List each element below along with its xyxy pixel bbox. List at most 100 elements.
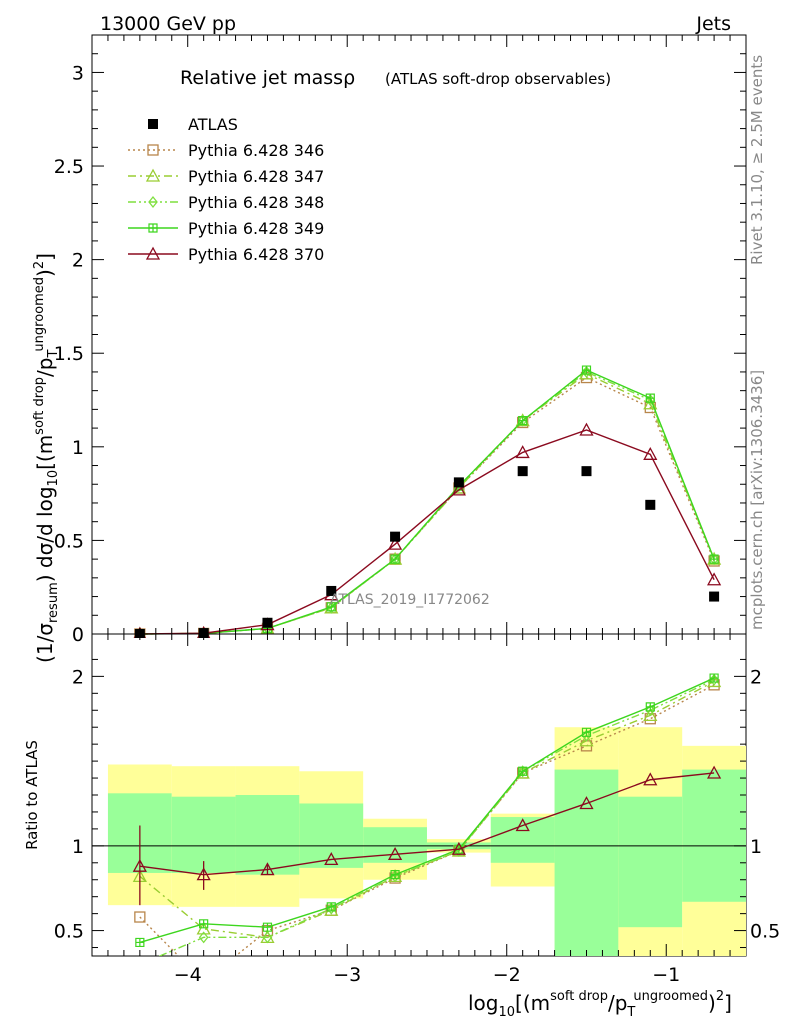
series-marker: [643, 707, 658, 721]
series-marker: [643, 772, 658, 786]
uncertainty-band-green: [554, 769, 619, 956]
legend-marker-atlas: [148, 119, 158, 129]
series-marker: [581, 727, 592, 737]
series-marker: [518, 416, 528, 426]
series-marker: [709, 553, 719, 566]
ratio-content: [92, 673, 746, 969]
series-marker: [387, 536, 403, 550]
series-marker: [579, 733, 594, 747]
header-right: Jets: [695, 13, 731, 35]
ratio-panel: [91, 633, 747, 969]
series-marker: [518, 766, 528, 776]
series-marker: [643, 396, 658, 410]
data-point: [390, 531, 401, 542]
legend: ATLAS Pythia 6.428 346 Pythia 6.428 347 Pyt…: [128, 115, 324, 264]
series-marker: [643, 446, 658, 460]
series-marker: [262, 931, 273, 944]
ratio-y-tick-label-right: 0.5: [750, 921, 780, 943]
chart-title: Relative jet massρ: [180, 67, 355, 89]
legend-label: Pythia 6.428 348: [188, 193, 324, 212]
ratio-line-5: [139, 772, 715, 876]
series-marker: [198, 931, 209, 944]
watermark: ATLAS_2019_I1772062: [330, 592, 490, 608]
series-marker: [199, 919, 209, 929]
uncertainty-band-green: [363, 827, 427, 863]
series-marker: [451, 482, 466, 496]
data-point: [709, 591, 720, 602]
series-marker: [707, 765, 722, 779]
data-point: [453, 477, 464, 488]
ratio-line-3: [158, 679, 715, 956]
series-marker: [709, 673, 719, 683]
uncertainty-band-green: [682, 769, 746, 902]
data-point: [326, 585, 337, 596]
series-marker: [451, 841, 466, 855]
uncertainty-band-green: [618, 796, 683, 928]
series-marker: [262, 922, 273, 932]
series-marker: [579, 796, 594, 810]
ratio-line-1: [139, 684, 715, 956]
series-marker: [136, 959, 144, 969]
series-marker: [390, 553, 400, 566]
series-marker: [326, 602, 336, 612]
legend-label: Pythia 6.428 370: [188, 245, 324, 264]
ratio-y-tick-label: 2: [72, 666, 84, 688]
ratio-line-2: [139, 680, 715, 939]
x-tick-label: −4: [174, 964, 202, 986]
main-panel: Relative jet massρ (ATLAS soft-drop obse…: [91, 34, 747, 638]
series-marker: [645, 393, 655, 403]
series-marker: [148, 223, 158, 233]
series-marker: [147, 144, 159, 156]
y-tick-label: 3: [72, 62, 84, 84]
series-marker: [387, 846, 403, 860]
ratio-bands: [107, 727, 746, 956]
ratio-y-axis-label: Ratio to ATLAS: [23, 740, 41, 850]
y-tick-label: 2.5: [54, 156, 84, 178]
series-marker: [326, 902, 336, 912]
series-marker: [515, 818, 530, 832]
uncertainty-band-green: [235, 795, 300, 875]
series-marker: [148, 195, 158, 209]
y-tick-label: 0: [72, 624, 84, 646]
x-axis-label: log10[(msoft drop/pTungroomed)2]: [468, 989, 732, 1020]
y-tick-label: 1.5: [54, 343, 84, 365]
x-tick-label: −2: [493, 964, 521, 986]
series-marker: [390, 870, 400, 880]
legend-label: Pythia 6.428 346: [188, 141, 324, 160]
series-marker: [581, 365, 592, 375]
header-left: 13000 GeV pp: [100, 13, 236, 35]
legend-label: ATLAS: [188, 115, 238, 134]
legend-label: Pythia 6.428 349: [188, 219, 324, 238]
series-marker: [707, 572, 722, 586]
data-point: [517, 466, 528, 477]
y-tick-label: 0.5: [54, 530, 84, 552]
ratio-y-tick-label-right: 2: [750, 666, 762, 688]
legend-label: Pythia 6.428 347: [188, 167, 324, 186]
ratio-line-4: [139, 677, 715, 944]
uncertainty-band-green: [490, 817, 555, 863]
series-marker: [579, 422, 594, 436]
data-point: [262, 617, 273, 628]
x-tick-label: −1: [652, 964, 680, 986]
mcplots-label: mcplots.cern.ch [arXiv:1306.3436]: [748, 370, 766, 630]
rivet-label: Rivet 3.1.10, ≥ 2.5M events: [748, 55, 766, 265]
y-tick-label: 1: [72, 437, 84, 459]
main-y-axis-label: (1/σresum) dσ/d log10[(msoft drop/pTungr…: [32, 253, 61, 663]
y-tick-label: 2: [72, 250, 84, 272]
series-marker: [326, 601, 337, 614]
series-marker: [645, 702, 655, 712]
series-marker: [135, 937, 145, 948]
series-marker: [709, 554, 719, 564]
ratio-y-tick-label: 1: [72, 836, 84, 858]
ratio-y-tick-label-right: 1: [750, 836, 762, 858]
ratio-y-tick-label: 0.5: [54, 921, 84, 943]
x-tick-label: −3: [333, 964, 361, 986]
chart-subtitle: (ATLAS soft-drop observables): [385, 70, 611, 88]
series-marker: [145, 246, 161, 260]
series-marker: [515, 445, 530, 459]
series-marker: [134, 911, 146, 923]
series-marker: [324, 852, 339, 866]
uncertainty-band-green: [171, 796, 236, 873]
series-marker: [145, 168, 161, 182]
